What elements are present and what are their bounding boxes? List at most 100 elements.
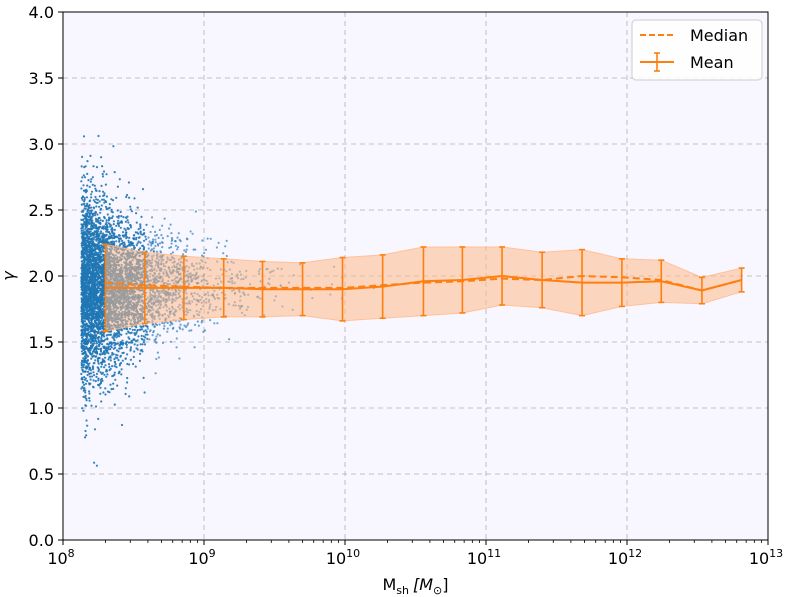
- scatter-point: [81, 407, 84, 410]
- scatter-point: [110, 241, 113, 244]
- scatter-point: [95, 244, 99, 248]
- scatter-point: [81, 231, 84, 234]
- scatter-point: [125, 346, 128, 349]
- scatter-point: [94, 337, 97, 340]
- scatter-point: [115, 240, 118, 243]
- scatter-point: [107, 241, 110, 244]
- scatter-point: [153, 339, 156, 342]
- scatter-point: [80, 242, 83, 245]
- scatter-point: [109, 348, 112, 351]
- scatter-point: [88, 326, 91, 329]
- scatter-point: [95, 166, 99, 169]
- scatter-point: [86, 212, 89, 215]
- scatter-point: [92, 260, 95, 263]
- scatter-point: [203, 329, 207, 332]
- scatter-point: [80, 229, 83, 232]
- scatter-point: [84, 215, 87, 218]
- scatter-point: [127, 336, 130, 339]
- scatter-point: [92, 371, 95, 374]
- scatter-point: [96, 262, 99, 265]
- scatter-point: [80, 387, 83, 390]
- scatter-point: [139, 343, 142, 346]
- scatter-point: [152, 238, 155, 241]
- scatter-point: [113, 361, 117, 364]
- scatter-point: [81, 218, 85, 222]
- scatter-point: [88, 221, 91, 224]
- scatter-point: [86, 228, 89, 231]
- scatter-point: [112, 353, 115, 356]
- scatter-point: [94, 236, 97, 239]
- scatter-point: [90, 315, 93, 318]
- scatter-point: [124, 234, 127, 237]
- scatter-point: [112, 145, 115, 148]
- scatter-point: [102, 198, 105, 201]
- scatter-point: [126, 236, 129, 239]
- scatter-point: [140, 334, 143, 337]
- scatter-point: [93, 277, 96, 280]
- scatter-point: [141, 188, 145, 191]
- scatter-point: [88, 209, 91, 212]
- scatter-point: [110, 224, 113, 227]
- scatter-point: [103, 335, 106, 338]
- scatter-point: [140, 215, 143, 218]
- scatter-point: [90, 323, 93, 327]
- scatter-point: [80, 342, 83, 345]
- scatter-point: [92, 222, 95, 225]
- scatter-point: [101, 278, 105, 282]
- scatter-point: [181, 328, 184, 331]
- scatter-point: [99, 392, 102, 395]
- scatter-point: [81, 238, 84, 242]
- scatter-point: [93, 253, 97, 256]
- scatter-point: [100, 380, 103, 383]
- scatter-point: [129, 341, 132, 344]
- scatter-point: [86, 373, 89, 377]
- scatter-point: [120, 347, 123, 350]
- scatter-point: [122, 216, 125, 219]
- scatter-point: [84, 377, 87, 380]
- scatter-point: [90, 193, 93, 196]
- scatter-point: [209, 237, 212, 240]
- scatter-point: [170, 236, 174, 240]
- scatter-point: [117, 359, 120, 362]
- scatter-point: [102, 391, 105, 394]
- scatter-point: [135, 221, 138, 224]
- scatter-point: [81, 322, 84, 325]
- scatter-point: [114, 356, 117, 359]
- scatter-point: [106, 238, 109, 242]
- scatter-point: [141, 328, 144, 331]
- scatter-point: [201, 319, 204, 322]
- scatter-point: [81, 176, 84, 179]
- scatter-point: [178, 238, 181, 241]
- scatter-point: [107, 358, 110, 361]
- scatter-point: [127, 181, 130, 184]
- scatter-point: [127, 330, 130, 333]
- scatter-point: [92, 386, 95, 389]
- scatter-point: [101, 219, 104, 222]
- scatter-point: [90, 196, 93, 199]
- scatter-point: [188, 329, 191, 332]
- scatter-point: [80, 165, 83, 168]
- scatter-point: [104, 364, 107, 367]
- scatter-point: [94, 257, 97, 260]
- scatter-point: [82, 174, 85, 177]
- scatter-point: [107, 222, 110, 225]
- scatter-point: [141, 350, 144, 353]
- scatter-point: [90, 313, 93, 316]
- scatter-point: [86, 160, 89, 163]
- scatter-point: [89, 367, 92, 370]
- scatter-point: [113, 358, 116, 361]
- scatter-point: [95, 278, 98, 282]
- scatter-point: [142, 228, 145, 231]
- scatter-point: [105, 368, 108, 371]
- scatter-point: [133, 237, 136, 240]
- scatter-point: [154, 230, 157, 233]
- scatter-point: [91, 264, 94, 267]
- scatter-point: [95, 189, 98, 192]
- scatter-point: [132, 355, 135, 359]
- scatter-point: [166, 330, 169, 333]
- scatter-point: [187, 322, 190, 325]
- scatter-point: [102, 170, 106, 173]
- scatter-point: [135, 212, 138, 215]
- scatter-point: [86, 252, 89, 255]
- scatter-point: [102, 345, 105, 348]
